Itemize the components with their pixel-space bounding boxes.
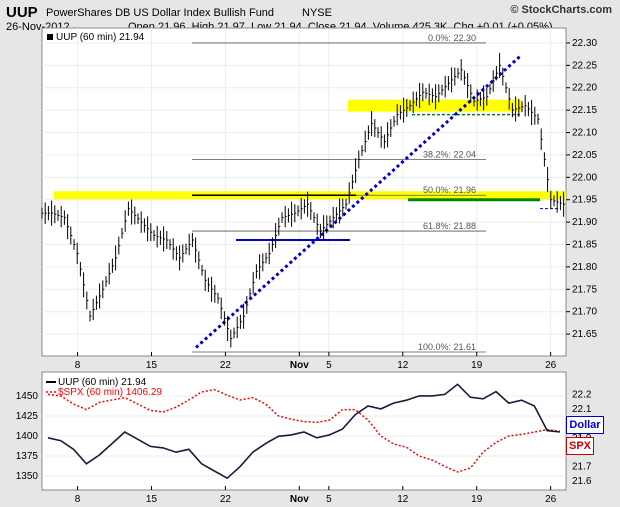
spx-legend: $SPX (60 min) 1406.29 — [58, 387, 162, 398]
resistance-highlight-zone — [348, 99, 522, 112]
low-value: 21.94 — [274, 21, 302, 33]
price-x-tick-label: 19 — [471, 360, 483, 371]
price-y-tick-label: 22.30 — [572, 38, 597, 49]
compare-x-tick-label: 5 — [326, 494, 332, 505]
high-label: High — [191, 21, 215, 33]
price-y-tick-label: 21.80 — [572, 262, 597, 273]
dollar-tag-label: Dollar — [569, 419, 601, 431]
price-y-tick-label: 21.70 — [572, 307, 597, 318]
spx-y-tick-label: 1425 — [16, 411, 39, 422]
price-x-tick-label: 8 — [75, 360, 81, 371]
price-y-tick-label: 22.05 — [572, 150, 597, 161]
fib-label: 38.2%: 22.04 — [423, 149, 476, 159]
spx-y-tick-label: 1400 — [16, 431, 39, 442]
compare-x-tick-label: 22 — [220, 494, 232, 505]
compare-x-tick-label: Nov — [290, 494, 309, 505]
price-y-tick-label: 22.25 — [572, 60, 597, 71]
uup-y-tick-label: 21.7 — [572, 462, 592, 473]
quote-date: 26-Nov-2012 — [6, 21, 70, 33]
uup-y-tick-label: 22.1 — [572, 404, 592, 415]
chg-label: Chg — [453, 21, 474, 33]
compare-y-axes: 1350137514001425145021.621.721.821.922.0… — [16, 389, 592, 487]
price-y-tick-label: 21.65 — [572, 329, 597, 340]
fund-name: PowerShares DB US Dollar Index Bullish F… — [46, 7, 275, 19]
price-x-tick-label: Nov — [290, 360, 309, 371]
fib-label: 50.0%: 21.96 — [423, 185, 476, 195]
fib50-highlight-zone — [54, 191, 566, 200]
exchange: NYSE — [302, 7, 332, 19]
uup-y-tick-label: 22.2 — [572, 389, 592, 400]
price-y-axis: 21.65 21.70 21.75 21.80 21.85 21.90 21.95 22.00… — [566, 38, 597, 340]
price-y-tick-label: 21.85 — [572, 240, 597, 251]
brand-logo: © StockCharts.com — [510, 4, 612, 16]
quote-stats: Open 21.96 High 21.97 Low 21.94 Close 21… — [128, 21, 553, 33]
dollar-tag: Dollar — [566, 416, 604, 434]
close-value: 21.94 — [339, 21, 367, 33]
spx-tag-label: SPX — [568, 440, 591, 452]
uup-y-tick-label: 21.6 — [572, 476, 592, 487]
spx-y-tick-label: 1375 — [16, 451, 39, 462]
price-y-tick-label: 22.15 — [572, 105, 597, 116]
price-x-tick-label: 12 — [397, 360, 409, 371]
compare-x-tick-label: 19 — [471, 494, 483, 505]
symbol-title: UUP — [6, 4, 38, 21]
trendline — [194, 55, 522, 349]
compare-x-axis: 8 15 22 Nov 5 12 19 26 — [75, 486, 557, 505]
open-label: Open — [128, 21, 155, 33]
high-value: 21.97 — [217, 21, 245, 33]
price-x-tick-label: 22 — [220, 360, 232, 371]
highlight-zones — [54, 99, 566, 200]
fib-levels: 0.0%: 22.30 38.2%: 22.04 50.0%: 21.96 61.8%… — [192, 33, 486, 353]
price-x-axis: 8 15 22 Nov 5 12 19 26 — [75, 352, 557, 371]
price-panel — [41, 27, 567, 357]
price-y-tick-label: 22.20 — [572, 83, 597, 94]
low-label: Low — [250, 21, 272, 33]
chart-header: UUP PowerShares DB US Dollar Index Bulli… — [6, 4, 614, 34]
chg-value: +0.01 (+0.05%) — [476, 21, 553, 33]
compare-x-tick-label: 15 — [146, 494, 158, 505]
price-y-tick-label: 22.00 — [572, 172, 597, 183]
fib-label: 100.0%: 21.61 — [418, 342, 476, 352]
annotation-lines — [192, 55, 560, 349]
spx-line — [47, 388, 561, 473]
price-x-tick-label: 15 — [146, 360, 158, 371]
compare-panel — [41, 371, 567, 491]
price-grid — [42, 28, 566, 356]
compare-x-tick-label: 26 — [545, 494, 557, 505]
compare-x-tick-label: 8 — [75, 494, 81, 505]
price-y-tick-label: 21.75 — [572, 284, 597, 295]
volume-value: 425.3K — [412, 21, 448, 33]
open-value: 21.96 — [157, 21, 186, 33]
fib-label: 61.8%: 21.88 — [423, 221, 476, 231]
price-x-tick-label: 5 — [326, 360, 332, 371]
price-y-tick-label: 21.90 — [572, 217, 597, 228]
fib-label: 0.0%: 22.30 — [428, 33, 476, 43]
uup-legend: UUP (60 min) 21.94 — [58, 377, 147, 388]
compare-lines — [47, 383, 561, 480]
compare-grid — [42, 395, 566, 477]
compare-x-tick-label: 12 — [397, 494, 409, 505]
price-bars — [41, 52, 566, 348]
spx-tag: SPX — [566, 437, 594, 455]
volume-label: Volume — [372, 21, 410, 33]
spx-y-tick-label: 1350 — [16, 471, 39, 482]
price-y-tick-label: 21.95 — [572, 195, 597, 206]
spx-y-tick-label: 1450 — [16, 391, 39, 402]
price-x-tick-label: 26 — [545, 360, 557, 371]
price-legend-swatch — [47, 34, 53, 40]
price-y-tick-label: 22.10 — [572, 128, 597, 139]
uup-line — [47, 383, 561, 480]
close-label: Close — [307, 21, 337, 33]
